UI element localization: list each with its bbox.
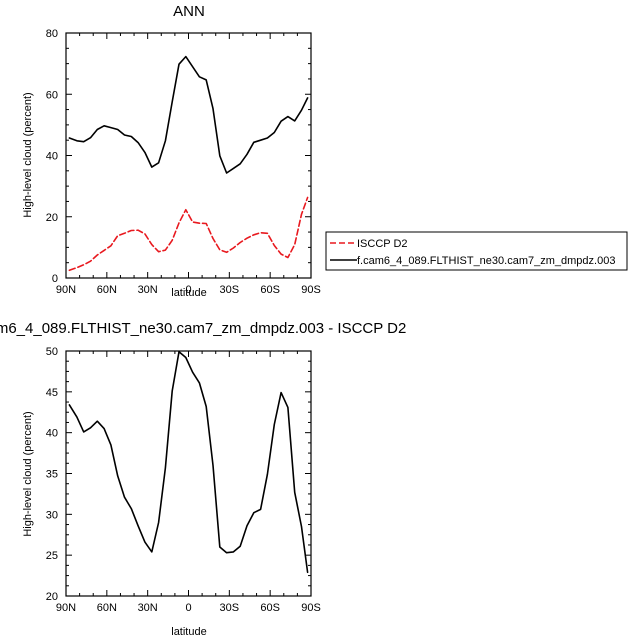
top-panel: ANN 90N 60N 30N 0 30S 60S 90S 0 20 40 60 80 latitud… — [22, 3, 321, 299]
bottom-x-tick-label: 90N — [56, 602, 76, 614]
bottom-y-axis-label: High-level cloud (percent) — [22, 411, 34, 536]
bottom-y-tick-label: 20 — [46, 591, 58, 603]
top-chart-title: ANN — [173, 3, 205, 20]
legend: ISCCP D2 f.cam6_4_089.FLTHIST_ne30.cam7_… — [325, 231, 628, 271]
bottom-x-tick-label: 30N — [138, 602, 158, 614]
top-x-tick-label: 30S — [220, 284, 240, 296]
bottom-x-tick-label: 60N — [97, 602, 117, 614]
bottom-x-tick-label: 0 — [185, 602, 191, 614]
bottom-series-lines — [68, 350, 309, 574]
top-series-line-isccp — [68, 196, 309, 272]
top-y-axis-label: High-level cloud (percent) — [22, 92, 34, 217]
bottom-y-tick-label: 40 — [46, 428, 58, 440]
bottom-axis-ticks: 90N 60N 30N 0 30S 60S 90S 20 25 30 35 40 45 50 — [46, 346, 321, 614]
bottom-y-tick-label: 35 — [46, 469, 58, 481]
top-x-tick-label: 30N — [138, 284, 158, 296]
top-y-tick-label: 20 — [46, 212, 58, 224]
bottom-chart-title: f.cam6_4_089.FLTHIST_ne30.cam7_zm_dmpdz.… — [0, 320, 406, 337]
bottom-x-axis-label: latitude — [171, 626, 206, 638]
top-x-tick-label: 60N — [97, 284, 117, 296]
bottom-series-line-model — [68, 350, 309, 574]
bottom-x-tick-label: 90S — [301, 602, 321, 614]
top-y-tick-label: 80 — [46, 28, 58, 40]
legend-label-model: f.cam6_4_089.FLTHIST_ne30.cam7_zm_dmpdz.… — [357, 255, 615, 267]
top-x-tick-label: 0 — [185, 284, 191, 296]
bottom-y-tick-label: 30 — [46, 509, 58, 521]
legend-box — [325, 231, 628, 271]
top-x-tick-label: 90N — [56, 284, 76, 296]
bottom-y-tick-label: 45 — [46, 387, 58, 399]
top-y-tick-label: 0 — [52, 273, 58, 285]
bottom-x-tick-label: 30S — [220, 602, 240, 614]
top-y-tick-label: 40 — [46, 151, 58, 163]
bottom-plot-frame — [65, 350, 312, 597]
top-axis-ticks: 90N 60N 30N 0 30S 60S 90S 0 20 40 60 80 — [46, 28, 321, 296]
top-y-tick-label: 60 — [46, 89, 58, 101]
top-x-tick-label: 90S — [301, 284, 321, 296]
bottom-panel: f.cam6_4_089.FLTHIST_ne30.cam7_zm_dmpdz.… — [0, 320, 406, 638]
top-plot-frame — [65, 32, 312, 279]
legend-label-isccp: ISCCP D2 — [357, 238, 408, 250]
bottom-y-tick-label: 25 — [46, 550, 58, 562]
top-x-axis-label: latitude — [171, 287, 206, 299]
top-x-tick-label: 60S — [260, 284, 280, 296]
bottom-x-tick-label: 60S — [260, 602, 280, 614]
top-series-lines — [68, 55, 309, 272]
bottom-y-tick-label: 50 — [46, 346, 58, 358]
top-series-line-model — [68, 55, 309, 174]
